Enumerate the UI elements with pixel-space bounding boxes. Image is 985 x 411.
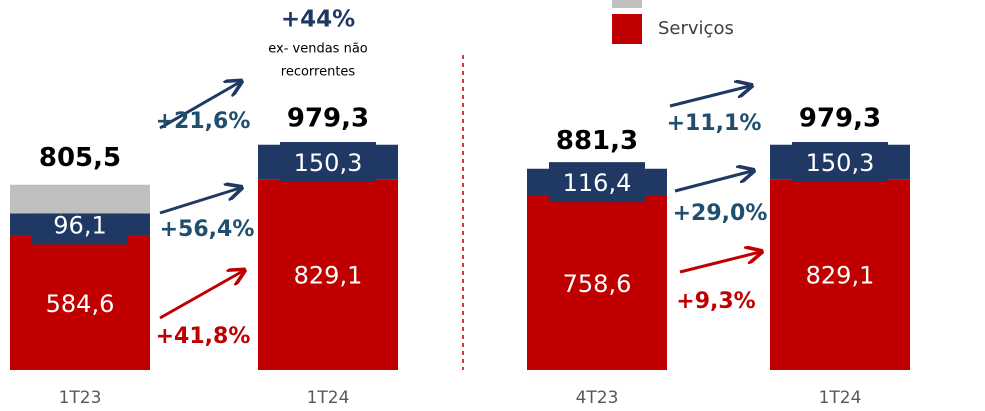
total-label: 979,3 (799, 103, 881, 133)
annotation: +21,6% (156, 109, 251, 134)
x-tick-label: 4T23 (576, 388, 619, 408)
total-label: 805,5 (39, 143, 121, 173)
value-label: 584,6 (46, 290, 115, 318)
arrow (159, 82, 240, 130)
arrow (159, 188, 240, 215)
annotation: +56,4% (160, 217, 255, 242)
bar-segment (10, 184, 150, 214)
annotation: recorrentes (281, 65, 356, 80)
bar-segment (10, 235, 150, 370)
annotation: +41,8% (156, 324, 251, 349)
annotation: ex- vendas não (268, 42, 368, 57)
annotation: +11,1% (667, 111, 762, 136)
annotation: +44% (281, 7, 355, 33)
value-label: 150,3 (806, 149, 875, 177)
annotation: +29,0% (673, 201, 768, 226)
value-label: 829,1 (806, 262, 875, 290)
total-label: 979,3 (287, 103, 369, 133)
arrows (159, 82, 760, 320)
legend-swatch (612, 0, 642, 8)
arrow (669, 86, 750, 108)
value-label: 758,6 (563, 270, 632, 298)
label-box (280, 142, 376, 183)
legend-label: Serviços (658, 18, 734, 39)
bar-segment (527, 195, 667, 370)
bar-segment (258, 179, 398, 370)
annotation: +9,3% (676, 289, 755, 314)
bar-segment (770, 179, 910, 370)
value-label: 96,1 (53, 211, 106, 239)
arrow (674, 171, 752, 193)
value-label: 150,3 (294, 149, 363, 177)
x-tick-label: 1T23 (59, 388, 102, 408)
label-box (549, 162, 645, 203)
x-tick-label: 1T24 (307, 388, 350, 408)
value-label: 829,1 (294, 262, 363, 290)
value-label: 116,4 (563, 169, 632, 197)
x-tick-label: 1T24 (819, 388, 862, 408)
arrow (159, 271, 243, 320)
arrow (679, 252, 760, 274)
legend-swatch (612, 14, 642, 44)
label-box (792, 142, 888, 183)
total-label: 881,3 (556, 126, 638, 156)
